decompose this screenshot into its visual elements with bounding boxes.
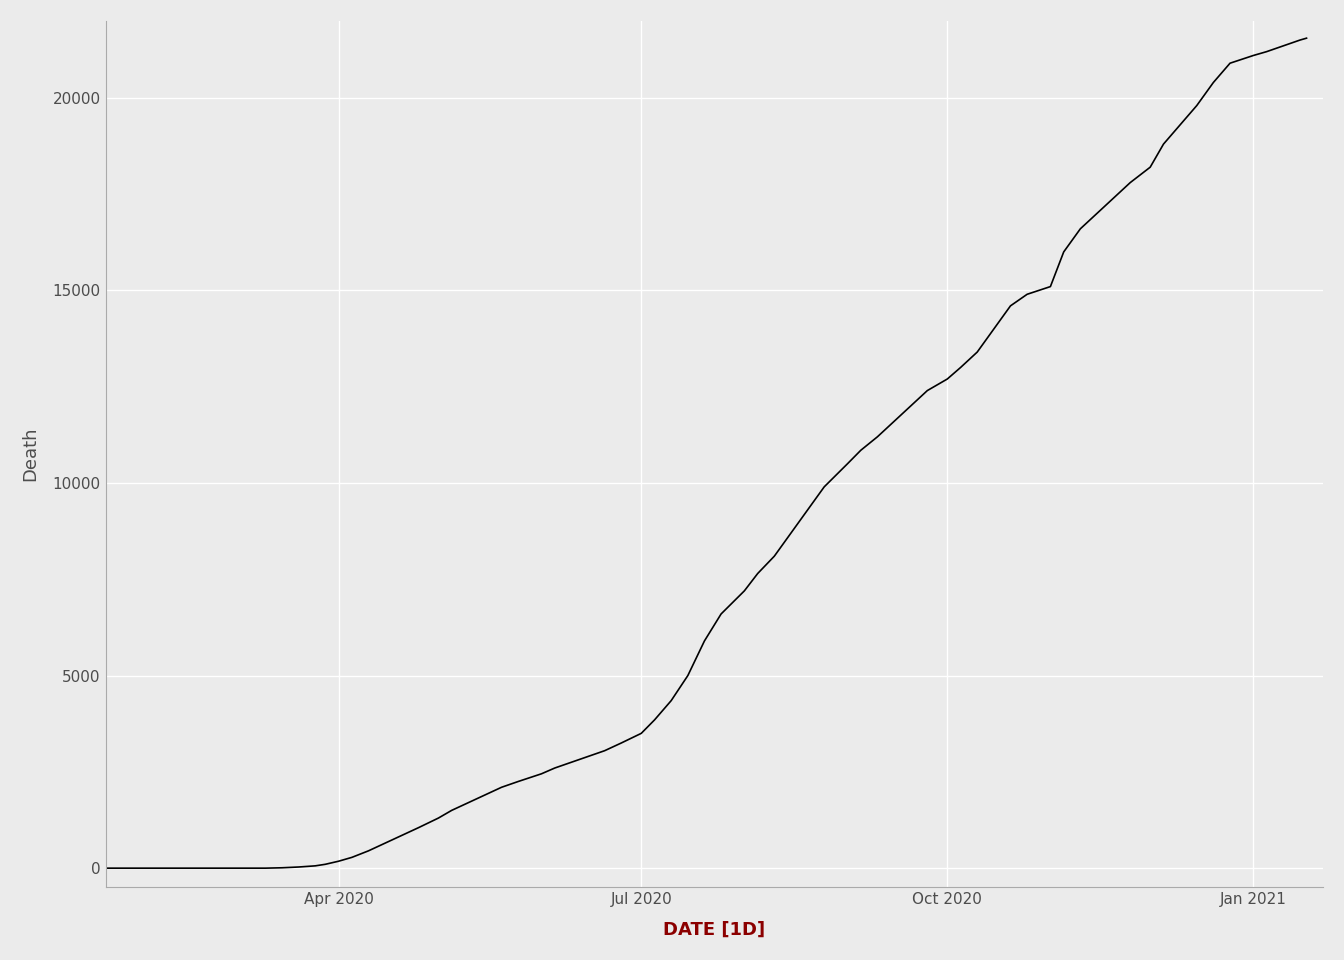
Y-axis label: Death: Death <box>22 427 39 481</box>
X-axis label: DATE [1D]: DATE [1D] <box>664 922 766 939</box>
